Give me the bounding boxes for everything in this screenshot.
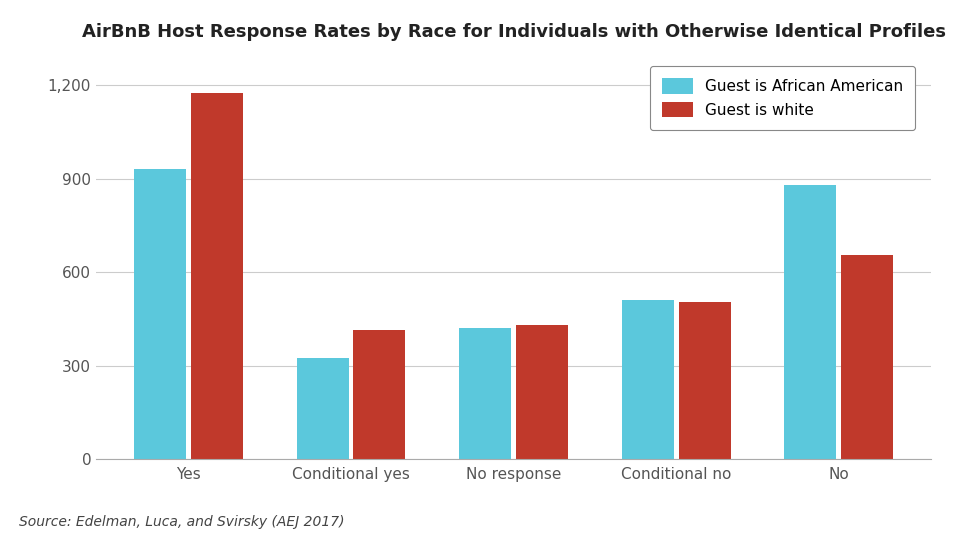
Legend: Guest is African American, Guest is white: Guest is African American, Guest is whit… xyxy=(650,66,915,130)
Bar xyxy=(353,330,405,459)
Title: AirBnB Host Response Rates by Race for Individuals with Otherwise Identical Prof: AirBnB Host Response Rates by Race for I… xyxy=(82,23,946,42)
Bar xyxy=(297,357,348,459)
Text: Source: Edelman, Luca, and Svirsky (AEJ 2017): Source: Edelman, Luca, and Svirsky (AEJ … xyxy=(19,515,345,529)
Bar xyxy=(622,300,674,459)
Bar xyxy=(516,325,568,459)
Bar xyxy=(841,255,893,459)
Bar xyxy=(459,328,511,459)
Bar xyxy=(191,93,243,459)
Bar xyxy=(134,169,186,459)
Bar xyxy=(679,302,731,459)
Bar xyxy=(784,185,836,459)
